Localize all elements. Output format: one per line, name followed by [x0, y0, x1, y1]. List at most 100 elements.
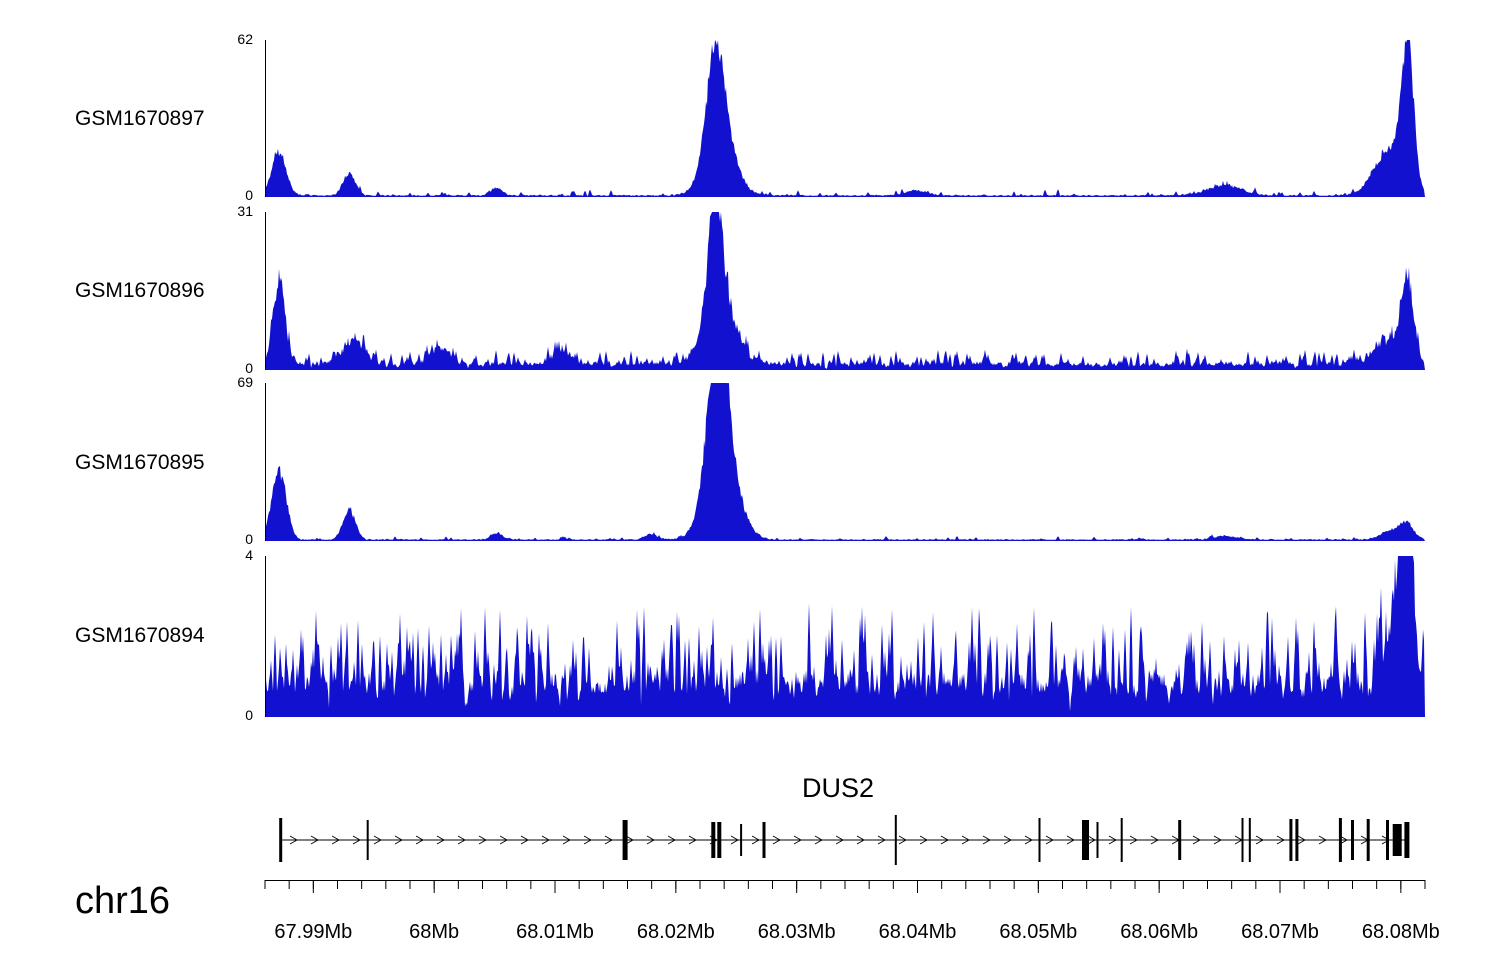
strand-arrow-icon [1045, 835, 1054, 845]
strand-arrow-icon [1339, 835, 1348, 845]
signal-area-GSM1670895 [265, 383, 1425, 541]
axis-tick-label: 67.99Mb [274, 921, 352, 943]
strand-arrow-icon [1192, 835, 1201, 845]
strand-arrow-icon [898, 835, 907, 845]
ruler-ticks: 67.99Mb 68Mb 68.01Mb 68.02Mb 68.03Mb 68.04Mb 6… [264, 880, 1440, 943]
track-label: GSM1670894 [75, 624, 205, 647]
track-ymin-label: 0 [245, 187, 253, 203]
strand-arrow-icon [1276, 835, 1285, 845]
track-ymax-label: 62 [237, 31, 253, 47]
strand-arrow-icon [562, 835, 571, 845]
axis-tick-label: 68.07Mb [1241, 921, 1319, 943]
axis-tick-label: 68.03Mb [758, 921, 836, 943]
gene-name-label: DUS2 [802, 773, 874, 803]
track-ymin-label: 0 [245, 531, 253, 547]
strand-arrow-icon [331, 835, 340, 845]
strand-arrow-icon [919, 835, 928, 845]
strand-arrow-icon [625, 835, 634, 845]
signal-area-GSM1670896 [265, 212, 1425, 370]
strand-arrow-icon [1318, 835, 1327, 845]
gene-exon [1082, 820, 1089, 860]
strand-arrow-icon [688, 835, 697, 845]
gene-exon [1241, 818, 1244, 862]
axis-tick-label: 68.05Mb [999, 921, 1077, 943]
signal-area-GSM1670894 [265, 556, 1425, 717]
track-label: GSM1670895 [75, 451, 205, 474]
gene-exon [894, 815, 897, 865]
strand-arrow-icon [499, 835, 508, 845]
strand-arrow-icon [646, 835, 655, 845]
gene-exon [279, 818, 283, 862]
strand-arrow-icon [730, 835, 739, 845]
track-ymin-label: 0 [245, 360, 253, 376]
strand-arrow-icon [373, 835, 382, 845]
strand-arrow-icon [478, 835, 487, 845]
track-label: GSM1670896 [75, 279, 205, 302]
strand-arrow-icon [1213, 835, 1222, 845]
strand-arrow-icon [394, 835, 403, 845]
track-ymin-label: 0 [245, 707, 253, 723]
gene-exon [1096, 822, 1099, 858]
axis-tick-label: 68.08Mb [1362, 921, 1440, 943]
strand-arrow-icon [814, 835, 823, 845]
strand-arrow-icon [1108, 835, 1117, 845]
track-ymax-label: 69 [237, 374, 253, 390]
strand-arrow-icon [604, 835, 613, 845]
strand-arrow-icon [1297, 835, 1306, 845]
gene-exon [1289, 819, 1293, 861]
strand-arrow-icon [1024, 835, 1033, 845]
axis-tick-label: 68.01Mb [516, 921, 594, 943]
strand-arrow-icon [667, 835, 676, 845]
strand-arrow-icon [541, 835, 550, 845]
gene-exon [711, 822, 716, 858]
strand-arrow-icon [793, 835, 802, 845]
chromosome-label: chr16 [75, 880, 170, 922]
strand-arrow-icon [1066, 835, 1075, 845]
gene-exon [762, 822, 766, 858]
strand-arrow-icon [1003, 835, 1012, 845]
signal-area-GSM1670897 [265, 40, 1425, 197]
gene-exon [1351, 820, 1354, 860]
gene-exon [366, 820, 369, 860]
gene-exon [1392, 824, 1402, 856]
gene-exon [622, 820, 628, 860]
strand-arrow-icon [772, 835, 781, 845]
gene-model [279, 815, 1410, 865]
gene-exon [1178, 820, 1182, 860]
strand-arrow-icon [310, 835, 319, 845]
strand-arrow-icon [352, 835, 361, 845]
gene-exon [1404, 822, 1410, 858]
strand-arrow-icon [289, 835, 298, 845]
strand-arrow-icon [436, 835, 445, 845]
axis-tick-label: 68Mb [409, 921, 459, 943]
gene-exon [1248, 818, 1251, 862]
strand-arrow-icon [520, 835, 529, 845]
signal-layer [265, 40, 1425, 717]
strand-arrow-icon [961, 835, 970, 845]
strand-arrow-icon [1150, 835, 1159, 845]
axis-tick-label: 68.06Mb [1120, 921, 1198, 943]
track-label: GSM1670897 [75, 107, 205, 130]
strand-arrow-icon [1087, 835, 1096, 845]
strand-arrow-icon [940, 835, 949, 845]
axis-tick-label: 68.02Mb [637, 921, 715, 943]
track-ymax-label: 4 [245, 547, 253, 563]
gene-exon [1120, 818, 1123, 862]
axis-tick-label: 68.04Mb [879, 921, 957, 943]
strand-arrow-icon [1129, 835, 1138, 845]
strand-arrow-icon [751, 835, 760, 845]
gene-exon [1366, 819, 1370, 861]
gene-exon [1038, 818, 1041, 862]
strand-arrow-icon [415, 835, 424, 845]
gene-exon [1338, 818, 1342, 862]
track-ymax-label: 31 [237, 203, 253, 219]
strand-arrow-icon [457, 835, 466, 845]
gene-exon [717, 822, 722, 858]
strand-arrow-icon [856, 835, 865, 845]
strand-arrow-icon [583, 835, 592, 845]
strand-arrow-icon [982, 835, 991, 845]
strand-arrow-icon [835, 835, 844, 845]
gene-exon [1386, 820, 1389, 860]
